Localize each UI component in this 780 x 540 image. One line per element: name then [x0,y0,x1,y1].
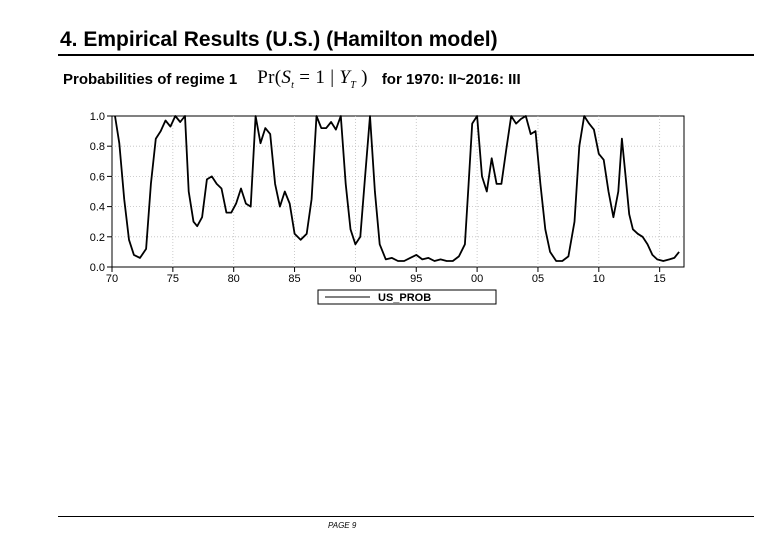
subtitle-prefix: Probabilities of regime 1 [63,70,238,88]
x-tick-label: 05 [532,273,544,285]
y-tick-label: 0.0 [90,262,105,274]
footer-divider [58,516,754,517]
x-tick-label: 75 [167,273,179,285]
legend: US_PROB [317,289,497,305]
x-tick-label: 85 [288,273,300,285]
plot-frame [111,115,685,268]
formula-s-subscript: t [291,79,295,91]
slide-title: 4. Empirical Results (U.S.) (Hamilton mo… [60,28,498,51]
y-tick-label: 0.8 [90,141,105,153]
x-tick-label: 15 [654,273,666,285]
formula-pr: Pr( [257,67,282,89]
formula-mid: = 1 | [294,67,340,89]
gridlines [112,116,684,267]
x-tick-label: 70 [106,273,118,285]
x-tick-label: 00 [471,273,483,285]
y-tick-label: 0.2 [90,232,105,244]
series-line-us-prob [114,115,680,262]
x-tick-label: 80 [228,273,240,285]
y-tick-label: 1.0 [90,111,105,123]
x-tick-label: 90 [349,273,361,285]
y-tick-label: 0.6 [90,171,105,183]
series-layer [114,115,680,262]
formula-s: S [281,67,292,89]
subtitle-suffix: for 1970: II~2016: III [381,70,521,88]
formula-y: Y [339,67,351,89]
title-divider [58,54,754,56]
legend-label: US_PROB [378,292,431,304]
y-axis-ticks: 0.0 0.2 0.4 0.6 0.8 1.0 [90,111,112,274]
x-axis-ticks: 70 75 80 85 90 95 00 05 10 15 [106,267,666,285]
legend-box [317,289,497,305]
formula-y-subscript: T [350,79,357,91]
formula-close: ) [356,67,368,89]
x-tick-label: 10 [593,273,605,285]
x-tick-label: 95 [410,273,422,285]
page-label: PAGE 9 [328,521,357,530]
y-tick-label: 0.4 [90,202,105,214]
probability-formula: Pr(St = 1 | YT ) [257,67,368,91]
subtitle: Probabilities of regime 1 Pr(St = 1 | YT… [63,66,521,92]
